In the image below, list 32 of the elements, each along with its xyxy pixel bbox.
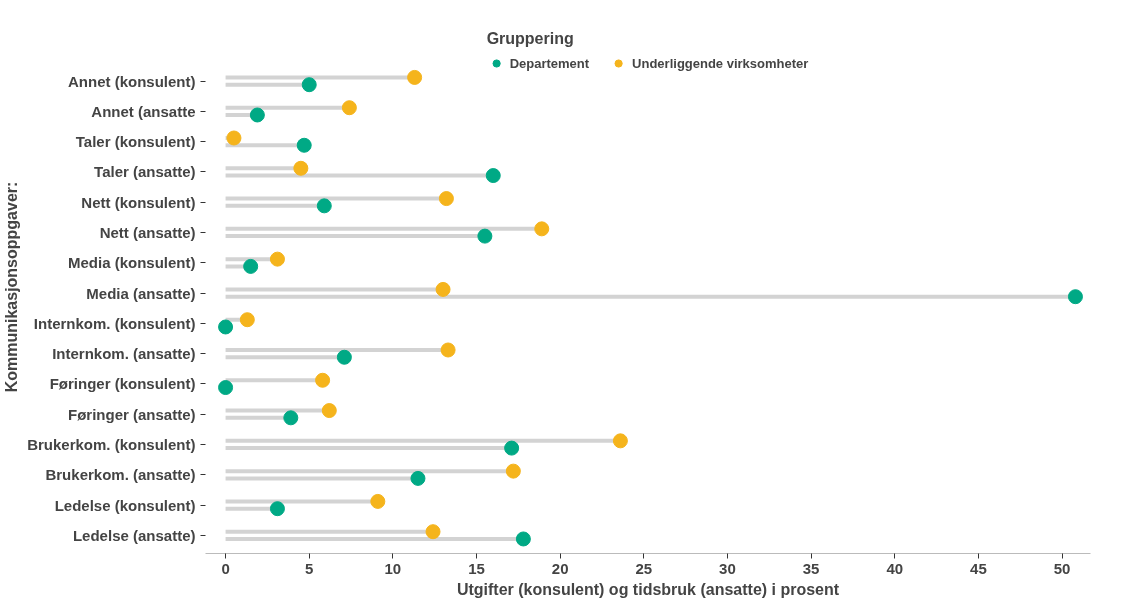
y-axis-title: Kommunikasjonsoppgaver:	[3, 181, 21, 393]
y-tick-label: Brukerkom. (ansatte)	[45, 466, 196, 484]
y-tick-label: Føringer (ansatte)	[67, 405, 196, 423]
x-tick-label: 45	[970, 559, 987, 577]
y-tick-label: Ledelse (ansatte)	[72, 526, 196, 544]
x-tick-label: 25	[635, 559, 653, 577]
y-tick-label: Ledelse (konsulent)	[54, 496, 196, 514]
y-tick-label: Internkom. (ansatte)	[52, 345, 196, 363]
y-tick-label: Taler (ansatte)	[94, 163, 196, 181]
x-tick-label: 0	[221, 559, 230, 577]
x-tick-label: 20	[551, 559, 569, 577]
x-axis-title: Utgifter (konsulent) og tidsbruk (ansatte) i prosent	[456, 580, 840, 598]
x-tick-label: 40	[886, 559, 904, 577]
legend-title: Gruppering	[486, 30, 575, 48]
y-tick-label: Media (ansatte)	[86, 284, 196, 302]
legend-label: Departement	[509, 55, 590, 71]
y-tick-label: Annet (konsulent)	[68, 72, 196, 90]
y-tick-label: Nett (ansatte)	[99, 223, 196, 241]
y-tick-label: Nett (konsulent)	[81, 193, 196, 211]
x-tick-label: 15	[468, 559, 485, 577]
y-tick-label: Brukerkom. (konsulent)	[27, 435, 196, 453]
y-tick-label: Føringer (konsulent)	[49, 375, 196, 393]
x-tick-label: 50	[1053, 559, 1071, 577]
legend-label: Underliggende virksomheter	[632, 55, 809, 71]
x-tick-label: 30	[719, 559, 736, 577]
y-tick-label: Taler (konsulent)	[75, 133, 196, 151]
x-tick-label: 10	[384, 559, 402, 577]
x-tick-label: 5	[305, 559, 314, 577]
y-tick-label: Internkom. (konsulent)	[33, 314, 196, 332]
y-tick-label: Media (konsulent)	[67, 254, 196, 272]
y-tick-label: Annet (ansatte	[91, 102, 196, 120]
x-tick-label: 35	[802, 559, 820, 577]
